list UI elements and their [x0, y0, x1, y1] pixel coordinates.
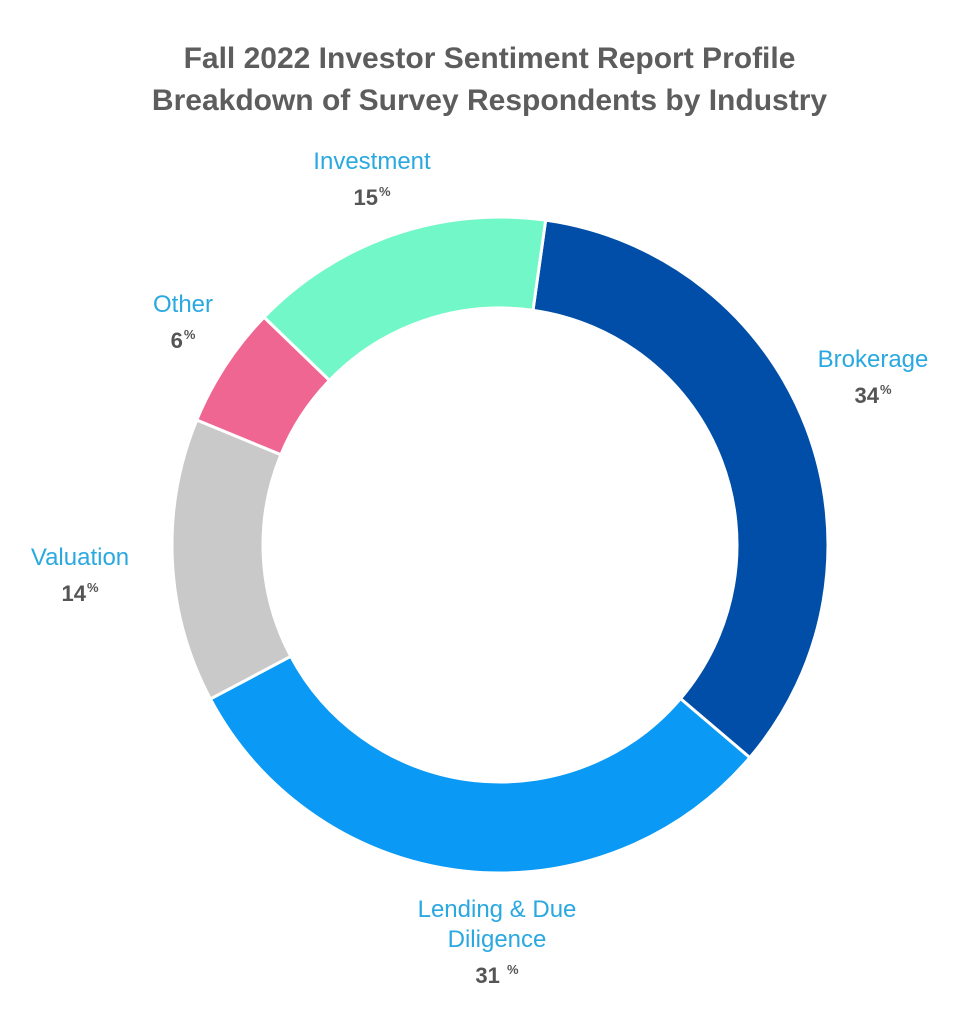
slice-percent-value: 15: [353, 185, 378, 210]
slice-percent: 31 %: [367, 955, 627, 991]
slice-percent-value: 34: [854, 383, 879, 408]
slice-lending-due-diligence: [208, 654, 752, 875]
slice-investment: [261, 215, 548, 383]
slice-percent: 15%: [282, 177, 462, 213]
slice-percent: 6%: [123, 320, 243, 356]
slice-percent: 34%: [793, 375, 953, 411]
slice-name: Other: [152, 291, 214, 318]
slice-label-other: Other 6%: [123, 290, 243, 356]
percent-sign: %: [86, 580, 99, 595]
slice-name: Investment: [313, 148, 431, 175]
chart-title: Fall 2022 Investor Sentiment Report Prof…: [0, 38, 979, 122]
slice-name: Diligence: [447, 926, 547, 953]
slice-label-brokerage: Brokerage 34%: [793, 345, 953, 411]
slice-name: Valuation: [30, 544, 130, 571]
slice-name: Brokerage: [817, 346, 929, 373]
slice-label-lending-due-diligence: Lending & Due Diligence 31 %: [367, 895, 627, 991]
slice-percent-value: 14: [61, 581, 86, 606]
percent-sign: %: [378, 184, 391, 199]
slice-name: Lending & Due: [417, 896, 577, 923]
slice-percent-value: 6: [170, 328, 183, 353]
slice-valuation: [170, 418, 293, 702]
slice-label-valuation: Valuation 14%: [0, 543, 160, 609]
slice-percent: 14%: [0, 573, 160, 609]
slice-label-investment: Investment 15%: [282, 147, 462, 213]
slice-percent-value: 31: [475, 963, 507, 988]
percent-sign: %: [507, 962, 519, 977]
chart-title-line-2: Breakdown of Survey Respondents by Indus…: [151, 84, 828, 117]
chart-title-line-1: Fall 2022 Investor Sentiment Report Prof…: [183, 42, 796, 75]
percent-sign: %: [183, 327, 196, 342]
slice-brokerage: [531, 218, 830, 760]
percent-sign: %: [879, 382, 892, 397]
